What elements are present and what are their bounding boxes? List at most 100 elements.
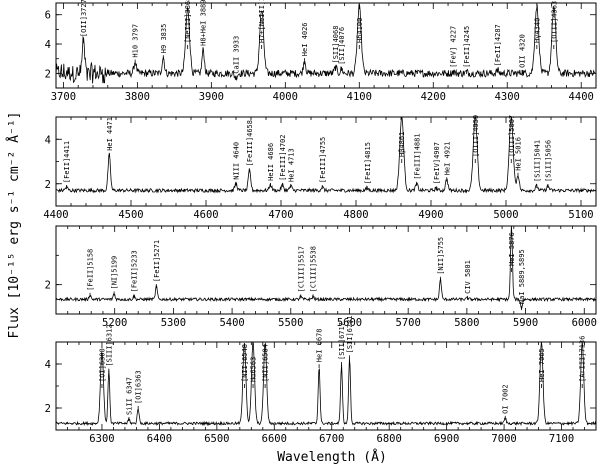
x-tick-label: 6900: [434, 433, 459, 445]
spectrum-line: [56, 3, 596, 84]
line-label: [NII]6548: [241, 344, 249, 382]
line-label: HeI 4921: [443, 142, 451, 176]
line-label: H8+HeI 3889: [200, 0, 208, 46]
x-tick-label: 5100: [568, 209, 593, 221]
line-label: HeI 6678: [316, 328, 324, 362]
line-label: [SiII]5056: [545, 140, 553, 182]
line-label: OI 7002: [502, 384, 510, 414]
line-label: HeII 4686: [267, 143, 275, 181]
line-label: HeI 4026: [301, 22, 309, 56]
spectrum-line: [56, 117, 596, 194]
y-tick-label: 2: [45, 68, 51, 80]
x-tick-label: 3800: [125, 91, 150, 103]
x-tick-label: 5600: [337, 317, 362, 329]
x-tick-label: 3700: [51, 91, 76, 103]
line-label: [FeII]4245: [463, 26, 471, 68]
line-label: SiII 6347: [126, 377, 134, 415]
x-tick-label: 5300: [161, 317, 186, 329]
line-label: [ClIII]5538: [310, 246, 318, 292]
line-label: [OIII]5007: [508, 115, 516, 157]
line-label: [SII]6731: [346, 315, 354, 353]
line-label: [ClIII]5517: [297, 246, 305, 292]
x-tick-label: 6300: [89, 433, 114, 445]
line-label: [FeII]4815: [364, 142, 372, 184]
line-label: HeI 5016: [515, 137, 523, 171]
spectrum-line: [56, 342, 596, 427]
line-label: [FeIII]4881: [413, 133, 421, 179]
line-label: [NeIII]3868: [184, 0, 192, 43]
x-tick-label: 4500: [118, 209, 143, 221]
x-tick-label: 6500: [204, 433, 229, 445]
line-label: H10 3797: [132, 24, 140, 58]
x-tick-label: 4100: [347, 91, 372, 103]
x-axis-label: Wavelength (Å): [277, 449, 387, 465]
line-label: [FeII]5233: [131, 250, 139, 292]
line-label: OII 4320: [519, 34, 527, 68]
x-tick-label: 6400: [147, 433, 172, 445]
x-tick-label: 5200: [102, 317, 127, 329]
line-label: [NII]5755: [437, 237, 445, 275]
x-tick-label: 3900: [199, 91, 224, 103]
line-label: Hγ4340: [533, 18, 541, 43]
x-tick-label: 6800: [377, 433, 402, 445]
x-tick-label: 4400: [43, 209, 68, 221]
line-label: Hα6563: [250, 357, 258, 382]
line-label: [OIII]4959: [472, 115, 480, 157]
spectrum-line: [56, 226, 596, 310]
y-tick-label: 2: [45, 403, 51, 415]
y-axis-label: Flux [10⁻¹⁵ erg s⁻¹ cm⁻² Å⁻¹]: [6, 112, 22, 339]
line-label: HeI 5876: [508, 232, 516, 266]
y-tick-label: 4: [45, 359, 51, 371]
line-label: Hδ4100: [356, 18, 364, 43]
line-label: H9 3835: [160, 24, 168, 54]
x-tick-label: 5400: [219, 317, 244, 329]
line-label: [FeIII]4755: [319, 137, 327, 183]
x-tick-label: 4400: [569, 91, 594, 103]
line-label: [NI]5199: [111, 256, 119, 290]
x-tick-label: 6000: [572, 317, 597, 329]
x-tick-label: 4900: [418, 209, 443, 221]
line-label: HeI 7065: [538, 348, 546, 382]
x-tick-label: 6700: [319, 433, 344, 445]
x-tick-label: 5000: [493, 209, 518, 221]
y-tick-label: 2: [45, 280, 51, 292]
line-label: [SII]4068: [332, 26, 340, 64]
line-label: [OI]6300: [99, 348, 107, 382]
x-tick-label: 4800: [343, 209, 368, 221]
line-label: [OI]6363: [135, 370, 143, 404]
panel-2: 4400 4500 4600 4700 4800 4900 5000 5100 2 4 [FeII]…: [43, 115, 597, 221]
x-tick-label: 5800: [454, 317, 479, 329]
x-tick-label: 4000: [273, 91, 298, 103]
x-tick-label: 4600: [193, 209, 218, 221]
line-label: [ArIII]7136: [579, 336, 587, 382]
line-label: [FeII]4287: [494, 24, 502, 66]
x-tick-label: 6600: [262, 433, 287, 445]
line-label: [OII]3727: [80, 0, 88, 37]
line-label: [SII]4076: [338, 27, 346, 65]
line-label: [SII]6717: [338, 322, 346, 360]
x-tick-label: 5700: [396, 317, 421, 329]
line-label: [FeV] 4227: [450, 26, 458, 68]
line-label: [FeIII]4658: [246, 120, 254, 166]
y-tick-label: 2: [45, 179, 51, 191]
line-label: [FeIV]4907: [433, 142, 441, 184]
x-tick-label: 4700: [268, 209, 293, 221]
line-label: [SIII]6312: [105, 324, 113, 366]
y-tick-label: 6: [45, 10, 51, 22]
line-label: [FeIII]4702: [279, 135, 287, 181]
panel-1: 3700 3800 3900 4000 4100 4200 4300 4400 2 4 6 [OII]…: [45, 0, 597, 103]
y-tick-label: 4: [45, 39, 51, 51]
line-label: Hβ4861: [398, 132, 406, 157]
line-label: NaI 5889,5895: [518, 249, 526, 304]
line-label: HeI 4471: [106, 117, 114, 151]
line-label: H7+[NeIII]3968: [258, 0, 266, 43]
line-label: [FeII]4411: [63, 141, 71, 183]
panel-frame: [55, 2, 597, 89]
line-label: HeI 4713: [287, 148, 295, 182]
line-label: [FeII]5158: [87, 249, 95, 291]
x-tick-label: 4200: [421, 91, 446, 103]
x-tick-label: 7000: [491, 433, 516, 445]
line-label: [SiII]5041: [533, 140, 541, 182]
x-tick-label: 4300: [495, 91, 520, 103]
